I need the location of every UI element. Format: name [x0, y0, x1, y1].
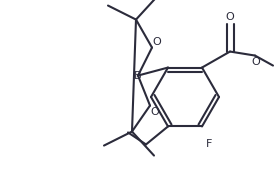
- Text: B: B: [134, 71, 142, 81]
- Text: O: O: [151, 107, 159, 117]
- Text: O: O: [226, 12, 234, 22]
- Text: O: O: [153, 37, 161, 47]
- Text: F: F: [206, 139, 212, 149]
- Text: O: O: [252, 57, 260, 67]
